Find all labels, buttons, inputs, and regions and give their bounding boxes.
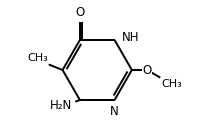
Text: O: O — [75, 5, 85, 18]
Text: H₂N: H₂N — [50, 99, 72, 112]
Text: O: O — [143, 64, 152, 76]
Text: NH: NH — [122, 31, 140, 44]
Text: CH₃: CH₃ — [161, 79, 182, 89]
Text: N: N — [109, 105, 118, 118]
Text: CH₃: CH₃ — [27, 53, 48, 63]
